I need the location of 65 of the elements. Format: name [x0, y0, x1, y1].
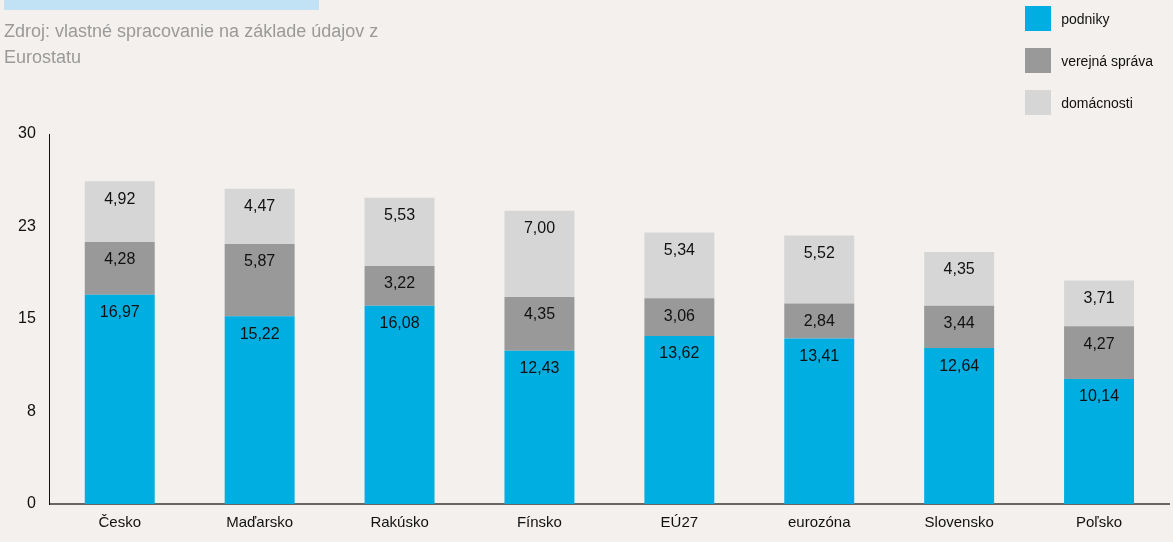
- data-label: 3,44: [943, 314, 975, 332]
- data-label: 16,08: [379, 314, 420, 332]
- y-tick-label: 8: [26, 401, 36, 419]
- data-label: 7,00: [523, 219, 556, 237]
- bar: [924, 348, 995, 504]
- bar: [644, 298, 715, 337]
- x-tick-label: Fínsko: [516, 513, 562, 531]
- data-label: 4,28: [104, 250, 136, 268]
- x-tick-label: Rakúsko: [370, 513, 429, 531]
- bar: [364, 265, 435, 306]
- data-label: 13,41: [799, 347, 840, 365]
- data-label: 12,64: [939, 356, 980, 374]
- bar: [364, 305, 435, 504]
- bar: [504, 350, 575, 504]
- data-label: 16,97: [99, 303, 140, 321]
- data-label: 2,84: [803, 311, 835, 329]
- data-label: 3,06: [663, 306, 696, 324]
- bar: [924, 252, 995, 306]
- data-label: 10,14: [1079, 387, 1120, 405]
- bar: [224, 243, 295, 317]
- bar: [1064, 280, 1135, 327]
- bar: [224, 188, 295, 244]
- data-label: 15,22: [239, 324, 280, 342]
- x-tick-label: EÚ27: [660, 513, 699, 531]
- x-tick-label: Poľsko: [1076, 513, 1123, 531]
- y-tick-label: 15: [18, 309, 36, 327]
- bar: [924, 305, 995, 349]
- x-tick-label: Slovensko: [924, 513, 994, 531]
- data-label: 12,43: [519, 359, 560, 377]
- bar: [644, 232, 715, 299]
- bar: [84, 181, 155, 242]
- x-tick-label: Česko: [98, 513, 142, 531]
- x-tick-label: Maďarsko: [226, 513, 294, 531]
- data-label: 4,35: [943, 260, 975, 278]
- data-label: 4,92: [104, 189, 136, 207]
- data-label: 13,62: [659, 344, 700, 362]
- text: Zdroj: vlastné spracovanie na základe údajov z Eurostatu: [4, 20, 380, 69]
- data-label: 4,47: [244, 197, 276, 215]
- data-label: 5,87: [244, 252, 276, 270]
- bar: [84, 241, 155, 295]
- legend-label: verejná správa: [1061, 52, 1153, 69]
- bar: [224, 316, 295, 504]
- y-tick-label: 23: [18, 216, 36, 234]
- bar: [644, 336, 715, 504]
- data-label: 4,35: [523, 305, 556, 323]
- legend-label: podniky: [1061, 10, 1110, 27]
- data-label: 3,71: [1083, 288, 1115, 306]
- bar: [364, 197, 435, 266]
- legend-label: domácnosti: [1061, 94, 1133, 111]
- y-tick-label: 30: [18, 124, 36, 142]
- bar: [784, 235, 855, 304]
- bar: [84, 294, 155, 504]
- data-label: 5,34: [663, 240, 696, 258]
- bar: [1064, 378, 1135, 504]
- data-label: 3,22: [383, 274, 416, 292]
- bar: [504, 210, 575, 298]
- data-label: 5,53: [383, 206, 416, 224]
- bar: [784, 338, 855, 504]
- bar: [1064, 326, 1135, 379]
- data-label: 5,52: [803, 243, 835, 261]
- y-tick-label: 0: [26, 494, 36, 512]
- bar: [504, 297, 575, 351]
- data-label: 4,27: [1083, 334, 1115, 352]
- bar: [784, 303, 855, 339]
- x-tick-label: eurozóna: [787, 513, 852, 531]
